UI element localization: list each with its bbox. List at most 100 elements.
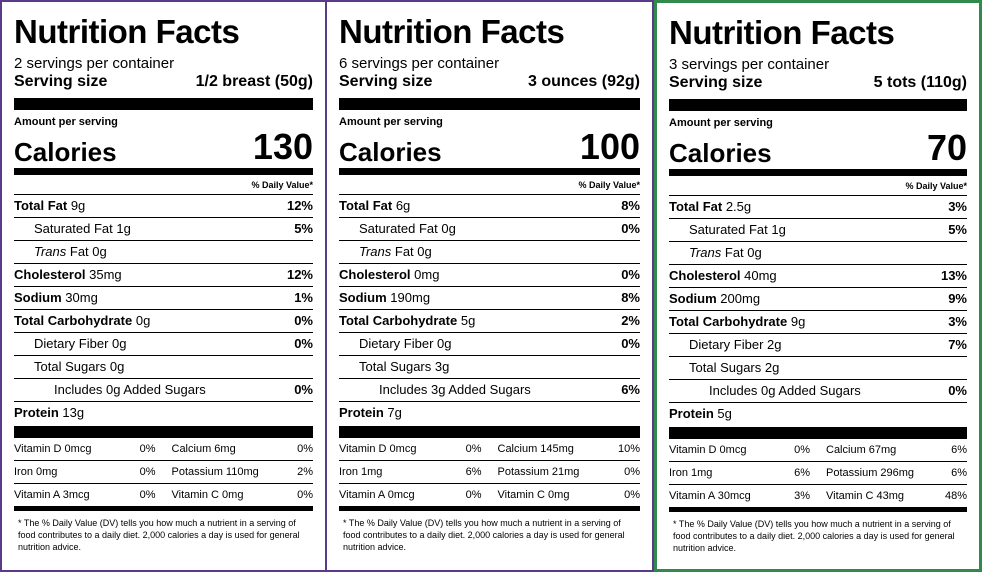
nutrient-dv: 6% <box>621 382 640 397</box>
nutrient-amount: 1g <box>116 221 131 236</box>
serving-size-value: 5 tots (110g) <box>873 74 967 91</box>
divider-vitamins <box>669 427 967 439</box>
nutrient-label: Trans Fat 0g <box>14 241 107 263</box>
nutrient-amount: 35mg <box>89 267 122 282</box>
nutrient-amount: 3g <box>434 359 450 374</box>
nutrient-amount: 9g <box>70 198 86 213</box>
calories-value: 100 <box>579 126 640 167</box>
nutrient-label: Dietary Fiber 0g <box>14 333 127 355</box>
vitamin-row: Vitamin D 0mcg 0% Calcium 145mg 10% <box>339 438 640 461</box>
nutrient-row: Sodium 190mg 8% <box>339 287 640 310</box>
nutrient-amount: 30mg <box>65 290 98 305</box>
serving-size-row: Serving size 5 tots (110g) <box>669 73 967 93</box>
vitamin-label: Vitamin A 0mcg <box>339 489 415 501</box>
vitamin-label: Iron 1mg <box>669 467 713 479</box>
vitamin-dv: 0% <box>139 443 156 455</box>
vitamin-row: Iron 1mg 6% Potassium 296mg 6% <box>669 462 967 485</box>
servings-per-container: 6 servings per container <box>339 55 500 72</box>
vitamin-label: Vitamin C 0mg <box>497 489 570 501</box>
vitamin-dv: 6% <box>794 467 810 479</box>
nutrient-row: Total Fat 6g 8% <box>339 195 640 218</box>
nutrient-name: Dietary Fiber <box>359 336 434 351</box>
nutrient-amount: 9g <box>790 314 806 329</box>
nutrient-label: Total Carbohydrate 5g <box>339 310 475 332</box>
nutrient-row: Includes 0g Added Sugars 0% <box>669 380 967 403</box>
nutrient-name: Dietary Fiber <box>689 337 764 352</box>
nutrient-label: Saturated Fat 1g <box>14 218 131 240</box>
daily-value-header: % Daily Value* <box>339 175 640 195</box>
nutrient-amount: 0g <box>109 359 125 374</box>
vitamin-label: Vitamin C 43mg <box>826 490 905 502</box>
vitamin-dv: 0% <box>465 443 482 455</box>
divider-footnote <box>14 507 313 511</box>
nutrient-amount: 0mg <box>414 267 440 282</box>
nutrient-name: Includes 0g Added Sugars <box>54 382 206 397</box>
nutrient-dv: 12% <box>286 198 313 213</box>
nutrient-row: Includes 0g Added Sugars 0% <box>14 379 313 402</box>
amount-per-serving: Amount per serving <box>669 117 773 129</box>
nutrient-label: Trans Fat 0g <box>669 242 762 264</box>
amount-per-serving: Amount per serving <box>339 116 443 128</box>
nutrient-row: Saturated Fat 1g 5% <box>14 218 313 241</box>
daily-value-header: % Daily Value* <box>14 175 313 195</box>
calories-label: Calories <box>14 137 117 167</box>
serving-size-row: Serving size 3 ounces (92g) <box>339 72 640 92</box>
nutrient-row: Total Carbohydrate 5g 2% <box>339 310 640 333</box>
nutrient-label: Includes 0g Added Sugars <box>14 379 206 401</box>
vitamin-cell: Calcium 67mg 6% <box>818 439 967 461</box>
nutrient-amount: 0g <box>112 336 127 351</box>
nutrient-amount: 0g <box>441 221 456 236</box>
nutrient-dv: 7% <box>948 337 967 352</box>
nutrient-amount: 0g <box>135 313 151 328</box>
vitamin-label: Calcium 145mg <box>497 443 574 455</box>
nutrient-row: Dietary Fiber 2g 7% <box>669 334 967 357</box>
vitamin-cell: Vitamin A 3mcg 0% <box>14 484 164 506</box>
vitamin-cell: Calcium 6mg 0% <box>164 438 314 460</box>
nutrient-name: Cholesterol <box>669 268 741 283</box>
nutrient-dv: 5% <box>294 221 313 236</box>
nutrient-name: Sodium <box>339 290 387 305</box>
nutrient-row: Dietary Fiber 0g 0% <box>339 333 640 356</box>
vitamin-dv: 3% <box>794 490 810 502</box>
vitamin-label: Vitamin C 0mg <box>171 489 244 501</box>
nutrient-amount: 2g <box>764 360 780 375</box>
nutrient-amount: 40mg <box>744 268 777 283</box>
vitamin-dv: 0% <box>297 489 313 501</box>
vitamin-label: Potassium 21mg <box>497 466 580 478</box>
vitamin-cell: Potassium 296mg 6% <box>818 462 967 484</box>
nutrient-name: Saturated Fat <box>359 221 438 236</box>
nutrient-dv: 0% <box>621 267 640 282</box>
calories-value: 130 <box>252 126 313 167</box>
vitamin-cell: Vitamin C 43mg 48% <box>818 485 967 507</box>
nutrient-amount: 0g <box>417 244 432 259</box>
nutrient-name: Trans Fat <box>689 245 744 260</box>
vitamin-dv: 0% <box>139 489 156 501</box>
nutrient-name: Total Sugars <box>689 360 762 375</box>
vitamin-label: Iron 0mg <box>14 466 58 478</box>
vitamin-label: Calcium 67mg <box>826 444 897 456</box>
nutrient-label: Total Carbohydrate 0g <box>14 310 150 332</box>
nutrient-amount: 5g <box>460 313 476 328</box>
nutrient-row: Total Carbohydrate 0g 0% <box>14 310 313 333</box>
vitamin-cell: Vitamin D 0mcg 0% <box>339 438 490 460</box>
servings-per-container: 2 servings per container <box>14 55 175 72</box>
vitamin-dv: 10% <box>617 443 640 455</box>
vitamin-dv: 48% <box>944 490 967 502</box>
divider-thick <box>339 98 640 110</box>
nutrient-amount: 1g <box>771 222 786 237</box>
nutrient-amount: 0g <box>437 336 452 351</box>
divider-footnote <box>669 508 967 512</box>
nutrient-dv: 0% <box>294 382 313 397</box>
vitamin-label: Vitamin A 3mcg <box>14 489 90 501</box>
nutrient-label: Cholesterol 35mg <box>14 264 122 286</box>
divider-vitamins <box>14 426 313 438</box>
nutrient-dv: 5% <box>948 222 967 237</box>
divider-vitamins <box>339 426 640 438</box>
calories-value: 70 <box>926 127 967 168</box>
nutrient-name: Trans Fat <box>359 244 414 259</box>
vitamin-row: Vitamin D 0mcg 0% Calcium 6mg 0% <box>14 438 313 461</box>
nutrient-row: Total Sugars 2g <box>669 357 967 380</box>
nutrient-dv: 0% <box>621 336 640 351</box>
nutrient-dv: 0% <box>294 336 313 351</box>
vitamin-dv: 0% <box>624 466 640 478</box>
